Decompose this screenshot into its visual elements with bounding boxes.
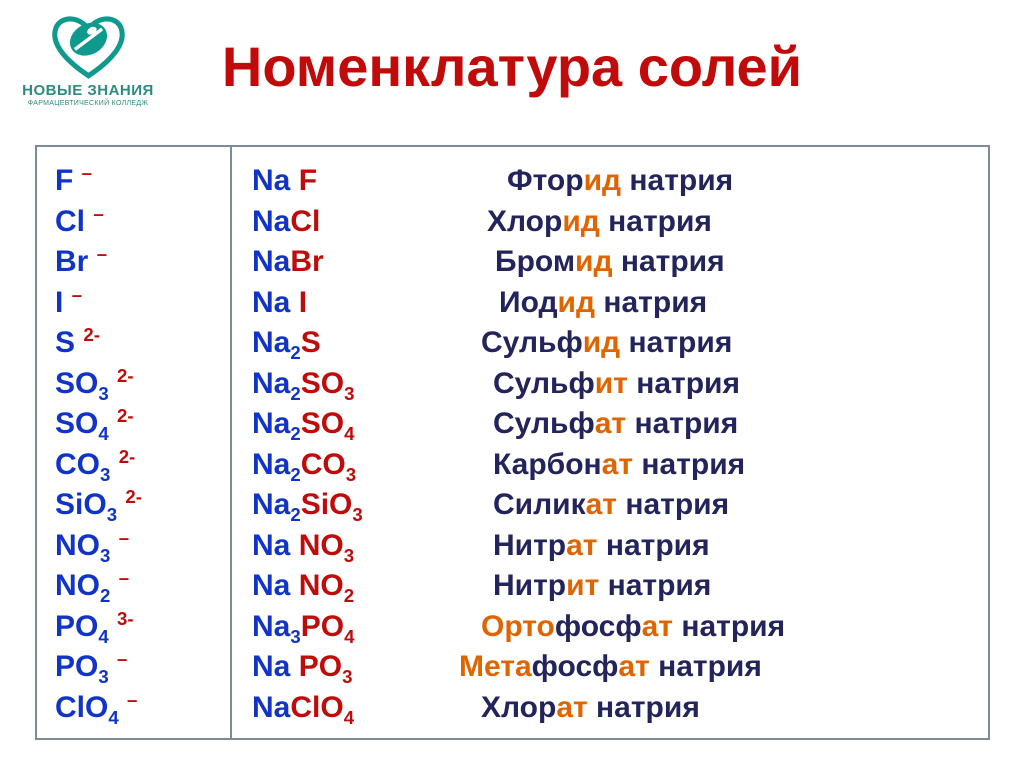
salt-formula: Na3PO4 (252, 607, 487, 648)
salt-formula: Na PO3 (252, 647, 487, 688)
ion-row: Cl – (55, 202, 230, 243)
ion-row: NO2 – (55, 566, 230, 607)
salt-row: Na2SO4Сульфат натрия (252, 404, 988, 445)
ions-column: F –Cl –Br –I –S 2-SO3 2-SO4 2-CO3 2-SiO3… (37, 147, 232, 738)
salt-name: Фторид натрия (507, 161, 733, 202)
salt-formula: Na2SO3 (252, 364, 487, 405)
ion-row: SO3 2- (55, 364, 230, 405)
salt-formula: Na NO2 (252, 566, 487, 607)
salt-row: Na2SiO3Силикат натрия (252, 485, 988, 526)
page-title: Номенклатура солей (0, 34, 1024, 99)
salt-row: NaClХлорид натрия (252, 202, 988, 243)
salt-formula: Na2S (252, 323, 487, 364)
ion-row: CO3 2- (55, 445, 230, 486)
ion-row: F – (55, 161, 230, 202)
salt-row: Na I Иодид натрия (252, 283, 988, 324)
salt-row: Na2CO3Карбонат натрия (252, 445, 988, 486)
salt-row: Na PO3Метафосфат натрия (252, 647, 988, 688)
salt-formula: Na2CO3 (252, 445, 487, 486)
ion-row: SiO3 2- (55, 485, 230, 526)
content-box: F –Cl –Br –I –S 2-SO3 2-SO4 2-CO3 2-SiO3… (35, 145, 990, 740)
salt-row: Na F Фторид натрия (252, 161, 988, 202)
salt-name: Карбонат натрия (493, 445, 745, 486)
ion-row: Br – (55, 242, 230, 283)
salt-name: Нитрат натрия (493, 526, 710, 567)
salt-name: Сульфит натрия (493, 364, 740, 405)
salt-row: NaBrБромид натрия (252, 242, 988, 283)
salt-row: Na2SO3Сульфит натрия (252, 364, 988, 405)
salt-formula: Na2SO4 (252, 404, 487, 445)
salt-row: Na NO2Нитрит натрия (252, 566, 988, 607)
salt-row: NaClO4Хлорат натрия (252, 688, 988, 729)
salt-name: Силикат натрия (493, 485, 729, 526)
salt-row: Na NO3Нитрат натрия (252, 526, 988, 567)
salt-formula: Na F (252, 161, 487, 202)
ion-row: ClO4 – (55, 688, 230, 729)
salt-name: Хлорат натрия (481, 688, 700, 729)
salt-formula: NaCl (252, 202, 487, 243)
salt-name: Хлорид натрия (487, 202, 712, 243)
ion-row: S 2- (55, 323, 230, 364)
ion-row: SO4 2- (55, 404, 230, 445)
salt-name: Нитрит натрия (493, 566, 711, 607)
salt-name: Сульфид натрия (481, 323, 732, 364)
ion-row: PO4 3- (55, 607, 230, 648)
salt-name: Иодид натрия (499, 283, 707, 324)
ion-row: I – (55, 283, 230, 324)
salt-name: Сульфат натрия (493, 404, 738, 445)
salt-formula: NaClO4 (252, 688, 487, 729)
ion-row: PO3 – (55, 647, 230, 688)
ion-row: NO3 – (55, 526, 230, 567)
salt-name: Метафосфат натрия (459, 647, 762, 688)
logo-subtitle: ФАРМАЦЕВТИЧЕСКИЙ КОЛЛЕДЖ (28, 100, 148, 107)
salt-formula: Na2SiO3 (252, 485, 487, 526)
salt-formula: NaBr (252, 242, 487, 283)
salt-name: Ортофосфат натрия (481, 607, 785, 648)
salt-name: Бромид натрия (495, 242, 725, 283)
salts-column: Na FФторид натрияNaClХлорид натрияNaBrБр… (232, 147, 988, 738)
salt-row: Na3PO4Ортофосфат натрия (252, 607, 988, 648)
salt-formula: Na I (252, 283, 487, 324)
salt-formula: Na NO3 (252, 526, 487, 567)
salt-row: Na2SСульфид натрия (252, 323, 988, 364)
